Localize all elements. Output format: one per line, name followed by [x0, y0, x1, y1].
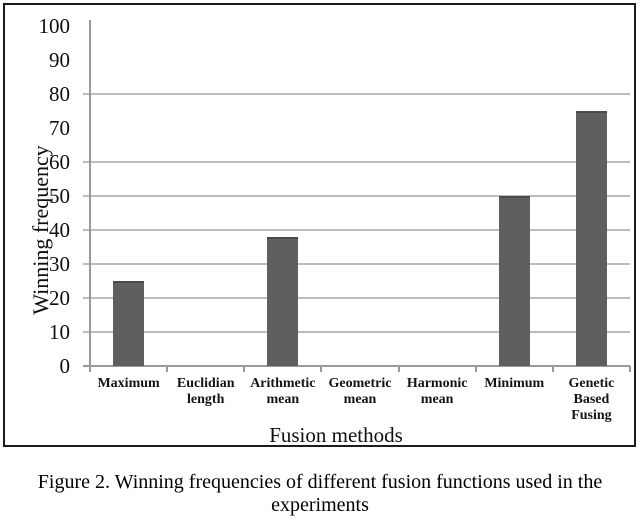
- gridline: [83, 297, 630, 299]
- x-axis-tick: [551, 366, 554, 372]
- y-tick-label: 60: [49, 150, 70, 174]
- category-label-line: mean: [266, 392, 300, 407]
- figure-frame: Winning frequency Fusion methods 0 10 20 30…: [3, 3, 636, 447]
- x-axis-tick: [629, 366, 631, 372]
- y-tick-label: 70: [49, 116, 70, 140]
- category-label-line: Based: [573, 392, 610, 407]
- plot-area: Winning frequency Fusion methods 0 10 20 30…: [28, 14, 631, 447]
- figure-caption: Figure 2. Winning frequencies of differe…: [0, 471, 640, 517]
- y-tick-label: 90: [49, 48, 70, 72]
- x-axis-tick: [320, 366, 323, 372]
- gridline: [83, 161, 630, 163]
- x-axis-title: Fusion methods: [269, 423, 403, 447]
- x-axis-tick: [243, 366, 246, 372]
- caption-line-1: Figure 2. Winning frequencies of differe…: [37, 471, 603, 493]
- category-label: Geometric mean: [320, 376, 400, 408]
- y-axis-line: [89, 20, 91, 366]
- gridline: [83, 263, 630, 265]
- y-tick-label: 20: [49, 286, 70, 310]
- caption-line-2: experiments: [271, 494, 369, 516]
- category-label-line: Minimum: [484, 376, 545, 391]
- category-label: Arithmetic mean: [243, 376, 323, 408]
- x-axis-tick: [474, 366, 477, 372]
- x-axis-tick: [397, 366, 400, 372]
- bar: [267, 236, 299, 366]
- gridline: [83, 229, 630, 231]
- y-tick-label: 80: [49, 82, 70, 106]
- y-tick-label: 40: [49, 218, 70, 242]
- category-label-line: Maximum: [97, 376, 160, 391]
- category-label: Genetic Based Fusing: [551, 376, 631, 424]
- bar: [498, 196, 530, 366]
- x-axis-tick: [89, 366, 91, 372]
- category-label: Harmonic mean: [397, 376, 477, 408]
- x-axis-tick: [166, 366, 169, 372]
- x-axis-line: [83, 365, 630, 367]
- bar: [575, 111, 607, 366]
- category-label-line: Euclidian: [176, 376, 235, 391]
- y-tick-label: 0: [59, 354, 71, 378]
- category-label-line: Arithmetic: [250, 376, 316, 391]
- category-label-line: mean: [343, 392, 377, 407]
- y-tick-label: 10: [49, 320, 70, 344]
- gridline: [83, 195, 630, 197]
- y-tick-label: 30: [49, 252, 70, 276]
- category-label-line: Fusing: [571, 408, 612, 423]
- category-label: Minimum: [474, 376, 554, 392]
- y-tick-label: 100: [38, 14, 71, 38]
- category-label-line: length: [187, 392, 225, 407]
- category-label-line: Geometric: [328, 376, 392, 391]
- bar: [113, 281, 145, 366]
- gridline: [83, 331, 630, 333]
- gridline: [83, 93, 630, 95]
- y-tick-label: 50: [49, 184, 70, 208]
- category-label-line: mean: [420, 392, 454, 407]
- category-label: Maximum: [89, 376, 169, 392]
- category-label-line: Genetic: [568, 376, 615, 391]
- category-label: Euclidian length: [166, 376, 246, 408]
- category-label-line: Harmonic: [406, 376, 468, 391]
